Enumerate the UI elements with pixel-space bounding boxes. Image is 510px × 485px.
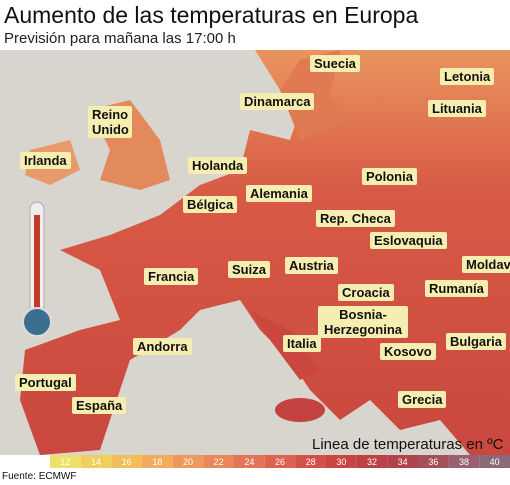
country-label: Francia — [144, 268, 199, 285]
legend-tick: 38 — [459, 457, 469, 467]
legend-swatch — [387, 455, 418, 468]
legend-tick: 36 — [428, 457, 438, 467]
title: Aumento de las temperaturas en Europa — [4, 2, 419, 28]
country-label: Bosnia-Herzegonina — [318, 306, 408, 338]
legend-tick: 22 — [214, 457, 224, 467]
legend-swatch — [234, 455, 265, 468]
legend-swatch — [326, 455, 357, 468]
country-label: Eslovaquia — [370, 232, 447, 249]
country-label: Bulgaria — [446, 333, 507, 350]
legend-swatch — [203, 455, 234, 468]
legend-tick: 18 — [152, 457, 162, 467]
source: Fuente: ECMWF — [2, 471, 77, 482]
legend-swatch — [172, 455, 204, 468]
country-label: Portugal — [15, 374, 76, 391]
scandinavia — [280, 50, 350, 140]
legend-swatch — [80, 455, 112, 468]
country-label: Kosovo — [380, 343, 436, 360]
legend-tick: 40 — [490, 457, 500, 467]
legend-swatch — [295, 455, 326, 468]
country-label: Lituania — [428, 100, 486, 117]
legend: 12 14 16 18 20 22 24 26 28 30 32 34 36 38 40 — [50, 455, 510, 468]
legend-swatch — [479, 455, 510, 468]
country-label: Bélgica — [183, 196, 238, 213]
legend-swatch — [418, 455, 449, 468]
legend-title: Linea de temperaturas en ºC — [312, 436, 504, 453]
country-label: Andorra — [133, 338, 192, 355]
legend-swatch — [356, 455, 388, 468]
country-label: Suiza — [228, 261, 270, 278]
legend-tick: 28 — [306, 457, 316, 467]
country-label: Reino Unido — [88, 106, 132, 138]
legend-tick: 34 — [398, 457, 408, 467]
legend-tick: 20 — [183, 457, 193, 467]
legend-tick: 26 — [275, 457, 285, 467]
country-label: Dinamarca — [240, 93, 315, 110]
legend-tick: 32 — [367, 457, 377, 467]
country-label: Moldav — [462, 256, 510, 273]
country-label: Rumanía — [425, 280, 488, 297]
legend-swatch — [142, 455, 173, 468]
legend-tick: 16 — [122, 457, 132, 467]
country-label: Letonia — [440, 68, 495, 85]
legend-swatch — [448, 455, 480, 468]
country-label: España — [72, 397, 127, 414]
country-label: Grecia — [398, 391, 447, 408]
country-label: Irlanda — [20, 152, 71, 169]
country-label: Croacia — [338, 284, 394, 301]
country-label: Alemania — [246, 185, 312, 202]
legend-swatch — [50, 455, 81, 468]
legend-tick: 12 — [60, 457, 70, 467]
subtitle: Previsión para mañana las 17:00 h — [4, 30, 236, 47]
legend-tick: 30 — [336, 457, 346, 467]
legend-swatch — [264, 455, 296, 468]
country-label: Italia — [283, 335, 321, 352]
country-label: Suecia — [310, 55, 360, 72]
country-label: Polonia — [362, 168, 417, 185]
legend-tick: 24 — [244, 457, 254, 467]
legend-tick: 14 — [91, 457, 101, 467]
thermometer — [22, 201, 52, 337]
sicily — [275, 398, 325, 422]
country-label: Austria — [285, 257, 338, 274]
legend-swatch — [111, 455, 142, 468]
country-label: Holanda — [188, 157, 248, 174]
country-label: Rep. Checa — [316, 210, 395, 227]
